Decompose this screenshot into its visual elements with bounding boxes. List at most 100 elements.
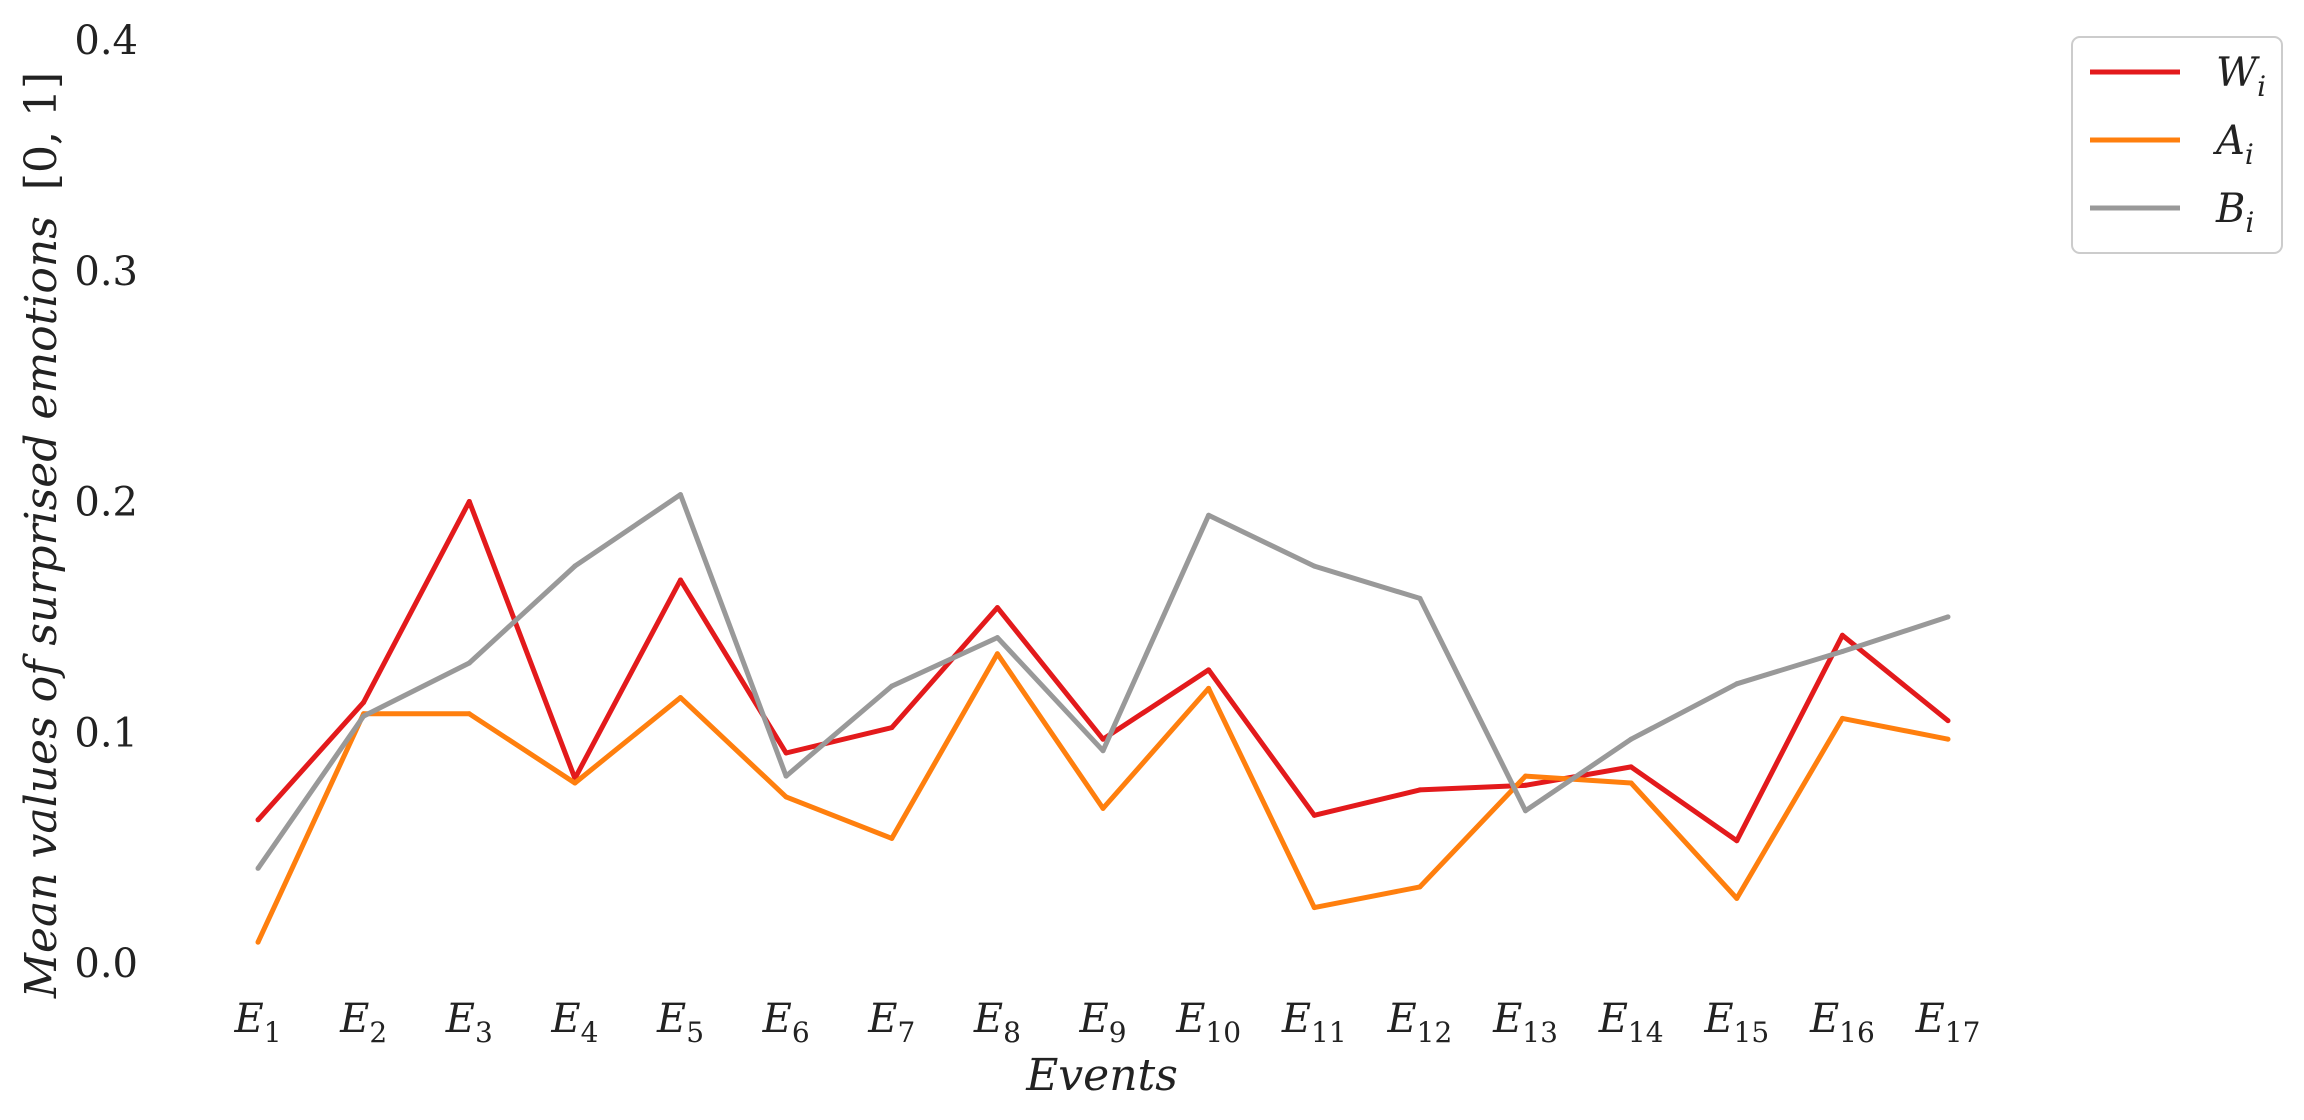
series-bi bbox=[255, 492, 1951, 871]
data-point bbox=[1100, 805, 1106, 811]
x-tick-base: E bbox=[1386, 996, 1416, 1042]
x-tick-label: E9 bbox=[1078, 996, 1126, 1049]
x-tick-base: E bbox=[1915, 996, 1945, 1042]
data-point bbox=[572, 780, 578, 786]
data-point bbox=[1734, 895, 1740, 901]
data-point bbox=[678, 492, 683, 498]
data-point bbox=[1100, 736, 1106, 742]
legend-entry: Bi bbox=[2090, 186, 2254, 239]
x-tick-base: E bbox=[867, 996, 897, 1042]
x-tick-label: E12 bbox=[1386, 996, 1452, 1049]
y-axis-ticks: 0.0 0.1 0.2 0.3 0.4 bbox=[74, 18, 138, 987]
y-tick-label: 0.0 bbox=[74, 941, 138, 987]
x-tick-subscript: 3 bbox=[475, 1016, 493, 1049]
legend-entry: Wi bbox=[2090, 50, 2266, 103]
x-tick-subscript: 8 bbox=[1003, 1016, 1021, 1049]
data-point bbox=[1945, 736, 1951, 742]
x-tick-label: E13 bbox=[1492, 996, 1558, 1049]
data-point bbox=[994, 605, 1000, 611]
x-tick-base: E bbox=[445, 996, 475, 1042]
legend-label: Wi bbox=[2216, 50, 2266, 103]
x-tick-label: E8 bbox=[973, 996, 1021, 1049]
data-point bbox=[1945, 718, 1951, 724]
y-axis-label-range: [0, 1] bbox=[16, 72, 67, 190]
x-tick-label: E14 bbox=[1598, 996, 1664, 1049]
data-point bbox=[255, 865, 261, 871]
x-tick-label: E7 bbox=[867, 996, 915, 1049]
x-tick-label: E1 bbox=[233, 996, 281, 1049]
y-tick-label: 0.1 bbox=[74, 710, 138, 756]
data-point bbox=[1311, 563, 1317, 569]
x-tick-base: E bbox=[550, 996, 580, 1042]
x-tick-base: E bbox=[1492, 996, 1522, 1042]
x-tick-subscript: 10 bbox=[1205, 1016, 1241, 1049]
x-tick-subscript: 11 bbox=[1311, 1016, 1347, 1049]
x-tick-subscript: 2 bbox=[369, 1016, 387, 1049]
x-tick-subscript: 13 bbox=[1522, 1016, 1558, 1049]
data-point bbox=[1311, 812, 1317, 818]
x-tick-subscript: 12 bbox=[1417, 1016, 1453, 1049]
data-point bbox=[1734, 838, 1740, 844]
data-point bbox=[889, 725, 895, 731]
x-tick-base: E bbox=[1281, 996, 1311, 1042]
series-line bbox=[256, 499, 1950, 844]
data-point bbox=[1206, 685, 1212, 691]
data-point bbox=[1417, 595, 1423, 601]
legend-label: Bi bbox=[2215, 186, 2254, 239]
legend-label-base: W bbox=[2216, 50, 2260, 96]
data-point bbox=[572, 563, 578, 569]
x-tick-subscript: 7 bbox=[897, 1016, 915, 1049]
data-point bbox=[994, 651, 1000, 657]
legend-label-subscript: i bbox=[2257, 70, 2266, 103]
data-point bbox=[255, 817, 261, 823]
legend-label-base: B bbox=[2215, 186, 2245, 232]
data-point bbox=[1523, 808, 1528, 814]
y-axis-label-text: Mean values of surprised emotions bbox=[16, 216, 67, 999]
x-tick-label: E2 bbox=[339, 996, 387, 1049]
data-point bbox=[1945, 614, 1951, 620]
data-point bbox=[1523, 773, 1528, 779]
data-point bbox=[1839, 632, 1845, 638]
data-point bbox=[1100, 748, 1106, 754]
x-tick-base: E bbox=[656, 996, 686, 1042]
data-point bbox=[889, 835, 895, 841]
data-point bbox=[255, 939, 261, 945]
legend-label-subscript: i bbox=[2245, 206, 2254, 239]
legend-box bbox=[2071, 36, 2283, 254]
data-point bbox=[1417, 884, 1423, 890]
x-tick-base: E bbox=[973, 996, 1003, 1042]
data-point bbox=[466, 499, 472, 504]
x-tick-base: E bbox=[1078, 996, 1108, 1042]
x-tick-subscript: 4 bbox=[581, 1016, 599, 1049]
x-tick-label: E17 bbox=[1915, 996, 1981, 1049]
data-point bbox=[361, 713, 367, 719]
data-point bbox=[994, 635, 1000, 641]
x-tick-subscript: 14 bbox=[1628, 1016, 1664, 1049]
data-point bbox=[1206, 667, 1212, 673]
legend-label: Ai bbox=[2212, 118, 2254, 171]
x-tick-subscript: 15 bbox=[1734, 1016, 1770, 1049]
x-tick-subscript: 1 bbox=[264, 1016, 282, 1049]
data-point bbox=[466, 711, 472, 717]
x-tick-base: E bbox=[762, 996, 792, 1042]
x-tick-label: E4 bbox=[550, 996, 598, 1049]
y-tick-label: 0.3 bbox=[74, 249, 138, 295]
y-axis-label: Mean values of surprised emotions [0, 1] bbox=[16, 72, 67, 999]
x-tick-label: E15 bbox=[1703, 996, 1769, 1049]
x-tick-label: E16 bbox=[1809, 996, 1875, 1049]
x-tick-base: E bbox=[233, 996, 263, 1042]
data-point bbox=[783, 773, 789, 779]
data-point bbox=[889, 683, 895, 689]
data-point bbox=[783, 750, 789, 756]
legend-label-base: A bbox=[2212, 118, 2245, 164]
y-tick-label: 0.4 bbox=[74, 18, 138, 64]
data-point bbox=[678, 577, 683, 583]
data-point bbox=[361, 699, 367, 705]
data-point bbox=[1628, 764, 1634, 770]
x-tick-label: E3 bbox=[445, 996, 493, 1049]
data-point bbox=[783, 794, 789, 800]
x-tick-subscript: 5 bbox=[686, 1016, 704, 1049]
data-point bbox=[678, 695, 683, 701]
